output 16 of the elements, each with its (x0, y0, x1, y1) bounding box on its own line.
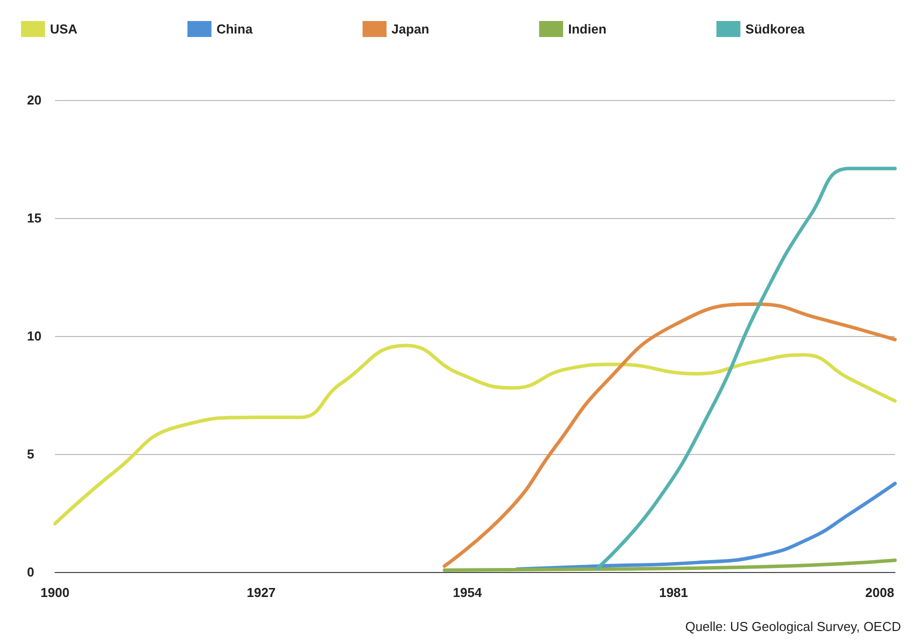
y-tick-label: 0 (27, 564, 34, 580)
x-tick-label: 2008 (865, 585, 894, 600)
x-tick-label: 1954 (452, 585, 483, 600)
legend-label: China (216, 22, 254, 36)
x-tick-label: 1981 (659, 585, 688, 600)
y-tick-label: 20 (27, 92, 42, 108)
y-tick-label: 5 (27, 446, 34, 462)
legend-label: Japan (392, 22, 430, 36)
y-tick-label: 15 (27, 210, 42, 226)
y-tick-label: 10 (27, 328, 42, 344)
legend-label: Indien (568, 22, 606, 36)
x-tick-label: 1927 (246, 585, 276, 600)
legend-label: USA (50, 22, 78, 36)
legend-label: Südkorea (745, 22, 806, 36)
source-note: Quelle: US Geological Survey, OECD (685, 619, 902, 634)
x-tick-label: 1900 (40, 585, 70, 600)
